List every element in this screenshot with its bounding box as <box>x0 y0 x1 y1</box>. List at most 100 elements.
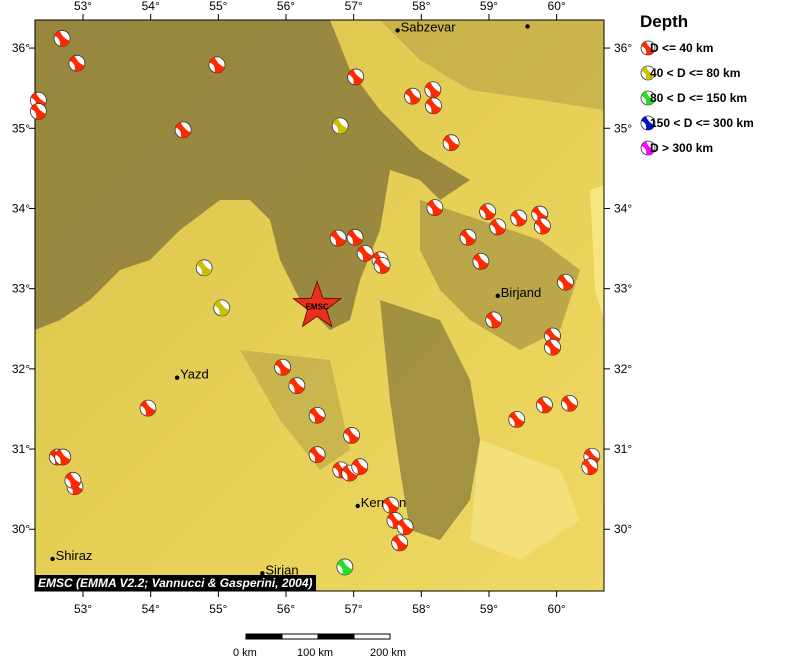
lon-tick-label: 57° <box>345 0 363 13</box>
lon-tick-label: 60° <box>548 602 566 616</box>
city-marker <box>495 293 500 299</box>
focal-mechanism-beachball[interactable] <box>489 218 507 236</box>
lon-tick-label: 60° <box>548 0 566 13</box>
legend-beachball-icon[interactable] <box>640 65 656 81</box>
legend-beachball-icon[interactable] <box>640 115 656 131</box>
lon-tick-label: 54° <box>142 0 160 13</box>
lon-tick-label: 58° <box>412 602 430 616</box>
city-marker <box>174 375 180 380</box>
lat-tick-label: 30° <box>614 522 632 536</box>
focal-mechanism-beachball[interactable] <box>54 448 72 466</box>
focal-mechanism-beachball[interactable] <box>510 209 528 227</box>
city-label: Yazd <box>180 367 209 382</box>
lon-tick-label: 53° <box>74 0 92 13</box>
focal-mechanism-beachball[interactable] <box>459 228 477 246</box>
lon-tick-label: 59° <box>480 0 498 13</box>
lat-tick-label: 34° <box>12 201 30 215</box>
city-marker <box>395 28 400 33</box>
focal-mechanism-beachball[interactable] <box>382 496 400 514</box>
focal-mechanism-beachball[interactable] <box>331 117 349 135</box>
focal-mechanism-beachball[interactable] <box>424 81 442 99</box>
focal-mechanism-beachball[interactable] <box>346 228 364 246</box>
lat-tick-label: 35° <box>614 121 632 135</box>
focal-mechanism-beachball[interactable] <box>288 377 306 395</box>
focal-mechanism-beachball[interactable] <box>536 396 553 414</box>
focal-mechanism-beachball[interactable] <box>472 252 490 270</box>
focal-mechanism-beachball[interactable] <box>195 259 213 277</box>
focal-mechanism-beachball[interactable] <box>308 406 326 424</box>
lon-tick-label: 58° <box>412 0 430 13</box>
lat-tick-label: 32° <box>614 362 632 376</box>
legend-label: D > 300 km <box>650 141 714 155</box>
focal-mechanism-beachball[interactable] <box>396 518 414 536</box>
focal-mechanism-beachball[interactable] <box>213 299 231 317</box>
lat-tick-label: 30° <box>12 522 30 536</box>
focal-mechanism-beachball[interactable] <box>329 229 347 247</box>
lat-tick-label: 36° <box>614 41 632 55</box>
focal-mechanism-beachball[interactable] <box>308 446 326 464</box>
focal-mechanism-beachball[interactable] <box>557 273 574 291</box>
focal-mechanism-beachball[interactable] <box>336 558 354 576</box>
city-marker <box>50 556 55 562</box>
scale-label-0: 0 km <box>233 647 257 659</box>
epicenter-star-icon[interactable] <box>292 280 343 328</box>
lon-tick-label: 59° <box>480 602 498 616</box>
legend-label: 80 < D <= 150 km <box>650 91 748 105</box>
lon-tick-label: 53° <box>74 602 92 616</box>
lat-tick-label: 36° <box>12 41 30 55</box>
city-marker <box>355 503 360 509</box>
focal-mechanism-beachball[interactable] <box>29 103 47 120</box>
lon-tick-label: 56° <box>277 602 295 616</box>
legend-label: 150 < D <= 300 km <box>650 116 754 130</box>
city-marker <box>260 571 265 576</box>
lat-tick-label: 31° <box>614 442 632 456</box>
focal-mechanism-beachball[interactable] <box>208 56 226 74</box>
scale-bar <box>245 633 391 640</box>
focal-mechanism-beachball[interactable] <box>274 358 292 376</box>
focal-mechanism-beachball[interactable] <box>485 311 503 329</box>
focal-mechanism-beachball[interactable] <box>508 410 526 428</box>
focal-mechanism-beachball[interactable] <box>373 257 391 274</box>
legend-beachball-icon[interactable] <box>640 40 656 56</box>
focal-mechanism-beachball[interactable] <box>534 217 551 235</box>
scale-label-200: 200 km <box>370 647 407 659</box>
legend-label: 40 < D <= 80 km <box>650 66 741 80</box>
lon-tick-label: 57° <box>345 602 363 616</box>
focal-mechanism-beachball[interactable] <box>347 68 365 86</box>
focal-mechanism-beachball[interactable] <box>544 338 561 356</box>
city-label: Birjand <box>501 285 541 300</box>
lon-tick-label: 55° <box>209 0 227 13</box>
focal-mechanism-beachball[interactable] <box>391 534 409 552</box>
focal-mechanism-beachball[interactable] <box>139 399 157 417</box>
map-frame <box>34 19 605 592</box>
focal-mechanism-beachball[interactable] <box>356 244 374 262</box>
lat-tick-label: 33° <box>614 282 632 296</box>
lat-tick-label: 35° <box>12 121 30 135</box>
lat-tick-label: 32° <box>12 362 30 376</box>
lat-tick-label: 34° <box>614 201 632 215</box>
focal-mechanism-beachball[interactable] <box>53 30 71 47</box>
city-marker <box>525 24 530 29</box>
focal-mechanism-beachball[interactable] <box>404 87 421 105</box>
focal-mechanism-beachball[interactable] <box>68 54 86 72</box>
focal-mechanism-beachball[interactable] <box>426 199 444 217</box>
lon-tick-label: 55° <box>209 602 227 616</box>
credit-label: EMSC (EMMA V2.2; Vannucci & Gasperini, 2… <box>35 575 316 591</box>
focal-mechanism-beachball[interactable] <box>479 203 497 221</box>
lat-tick-label: 33° <box>12 282 30 296</box>
legend-beachball-icon[interactable] <box>640 90 656 106</box>
lon-tick-label: 54° <box>142 602 160 616</box>
focal-mechanism-beachball[interactable] <box>64 471 82 489</box>
focal-mechanism-beachball[interactable] <box>442 134 460 152</box>
legend-beachball-icon[interactable] <box>640 140 656 156</box>
focal-mechanism-beachball[interactable] <box>351 458 369 476</box>
city-label: Sabzevar <box>401 19 457 34</box>
focal-mechanism-beachball[interactable] <box>561 394 578 412</box>
focal-mechanism-beachball[interactable] <box>174 121 192 139</box>
focal-mechanism-beachball[interactable] <box>343 427 361 444</box>
focal-mechanism-beachball[interactable] <box>425 97 442 115</box>
focal-mechanism-beachball[interactable] <box>581 458 599 476</box>
legend-title: Depth <box>640 12 689 31</box>
city-label: Sirjan <box>265 562 298 577</box>
